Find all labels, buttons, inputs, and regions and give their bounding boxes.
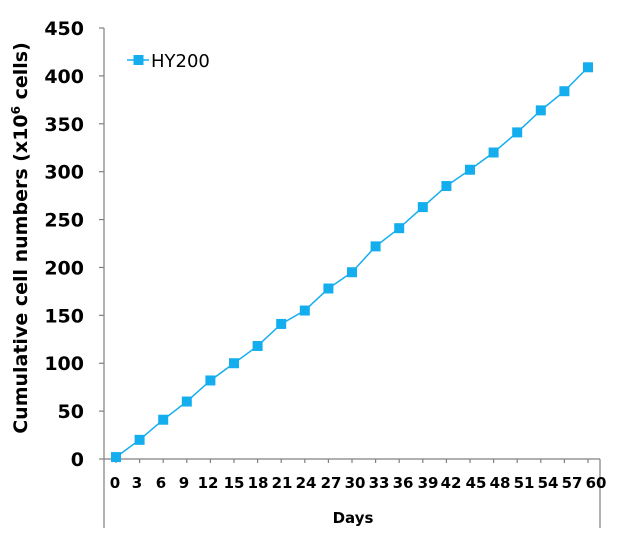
- data-point: [181, 396, 192, 407]
- y-axis-title: Cumulative cell numbers (x106 cells): [9, 42, 32, 434]
- data-point: [347, 267, 357, 278]
- axes: [103, 28, 601, 528]
- data-point: [158, 414, 169, 425]
- x-tick-label: 24: [296, 474, 317, 492]
- y-tick-label: 350: [44, 114, 84, 136]
- x-tick-label: 33: [369, 474, 390, 492]
- y-axis-ticks: 0 50 100 150 200 250 300 350 400 450: [44, 18, 104, 471]
- y-axis-title-main: Cumulative cell numbers (x10: [10, 114, 32, 433]
- data-point: [276, 318, 287, 329]
- data-point: [134, 434, 145, 445]
- x-tick-label: 39: [418, 474, 439, 492]
- data-point: [111, 452, 121, 463]
- x-tick-label: 36: [393, 474, 414, 492]
- legend-label: HY200: [151, 51, 210, 72]
- y-tick-label: 50: [58, 401, 84, 423]
- x-tick-label: 9: [179, 474, 189, 492]
- x-tick-label: 0: [110, 474, 120, 492]
- y-tick-label: 150: [44, 305, 84, 327]
- y-tick-label: 300: [44, 162, 84, 184]
- y-tick-label: 450: [44, 18, 84, 40]
- x-tick-label: 45: [466, 474, 487, 492]
- x-tick-label: 21: [272, 474, 293, 492]
- x-tick-label: 60: [586, 474, 607, 492]
- data-point: [252, 340, 263, 351]
- x-tick-label: 42: [441, 474, 462, 492]
- data-point: [323, 283, 334, 294]
- data-point: [559, 86, 570, 97]
- x-tick-label: 18: [248, 474, 269, 492]
- data-point: [535, 105, 546, 116]
- y-axis-title-suffix: cells): [10, 42, 32, 106]
- data-point: [465, 164, 475, 175]
- data-point: [394, 223, 405, 234]
- data-point: [512, 127, 523, 138]
- y-tick-label: 250: [44, 210, 84, 232]
- y-tick-label: 200: [44, 257, 84, 279]
- y-tick-label: 0: [71, 449, 84, 471]
- data-point: [417, 202, 428, 213]
- y-tick-label: 100: [44, 353, 84, 375]
- y-tick-label: 400: [44, 66, 84, 88]
- x-axis-ticks: 0 3 6 9 12 15 18 21 24 27 30 33 36 39 42 45 48 51 54 57 60: [110, 459, 607, 492]
- x-tick-label: 57: [562, 474, 583, 492]
- x-tick-label: 48: [490, 474, 511, 492]
- x-tick-label: 54: [538, 474, 559, 492]
- series-layer: [111, 62, 593, 463]
- y-axis-title-superscript: 6: [9, 106, 23, 114]
- data-point: [299, 305, 310, 316]
- data-point: [370, 241, 381, 252]
- data-point: [205, 375, 216, 386]
- x-tick-label: 30: [345, 474, 366, 492]
- data-point: [229, 358, 239, 369]
- x-axis-title: Days: [333, 509, 374, 527]
- x-tick-label: 6: [156, 474, 166, 492]
- data-point: [488, 147, 499, 158]
- data-point: [441, 181, 452, 192]
- x-tick-label: 3: [132, 474, 142, 492]
- x-tick-label: 12: [198, 474, 219, 492]
- x-tick-label: 51: [514, 474, 535, 492]
- x-tick-label: 15: [224, 474, 245, 492]
- x-tick-label: 27: [321, 474, 342, 492]
- legend: HY200: [127, 51, 210, 72]
- legend-marker-icon: [133, 55, 144, 65]
- data-point: [583, 62, 593, 73]
